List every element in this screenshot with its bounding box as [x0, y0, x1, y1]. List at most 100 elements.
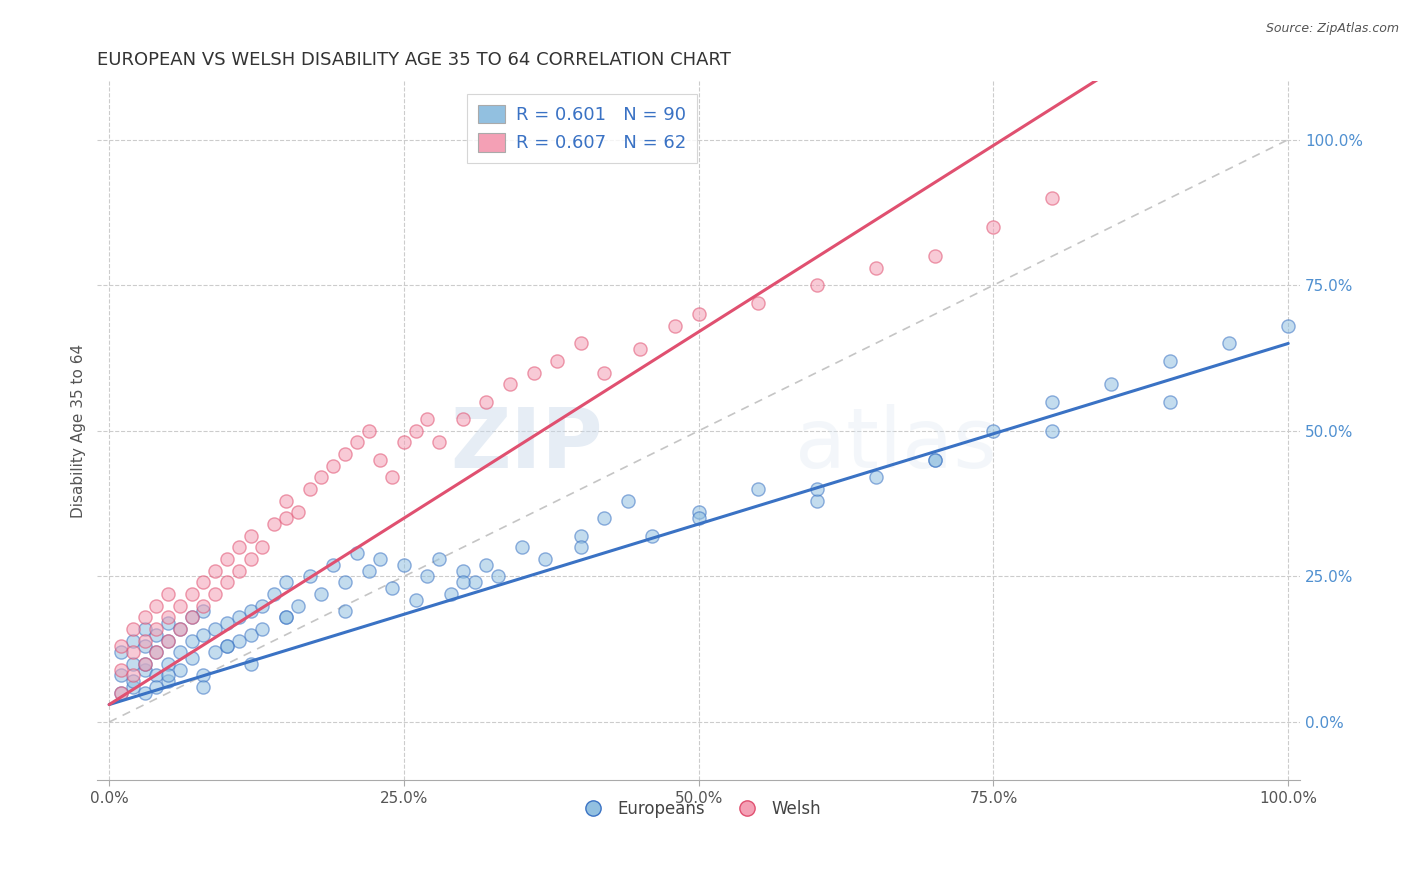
- Point: [311, 470, 333, 484]
- Point: [215, 640, 238, 654]
- Point: [157, 657, 180, 671]
- Legend: Europeans, Welsh: Europeans, Welsh: [569, 793, 828, 824]
- Point: [499, 377, 522, 392]
- Point: [193, 575, 215, 590]
- Point: [180, 633, 202, 648]
- Point: [157, 633, 180, 648]
- Point: [134, 633, 156, 648]
- Point: [215, 640, 238, 654]
- Point: [392, 558, 415, 572]
- Point: [924, 249, 946, 263]
- Point: [145, 599, 167, 613]
- Point: [252, 622, 274, 636]
- Point: [427, 552, 450, 566]
- Point: [134, 657, 156, 671]
- Point: [405, 424, 427, 438]
- Point: [134, 663, 156, 677]
- Point: [204, 622, 226, 636]
- Point: [806, 493, 828, 508]
- Point: [688, 511, 710, 525]
- Point: [121, 645, 143, 659]
- Point: [593, 511, 616, 525]
- Point: [145, 645, 167, 659]
- Point: [169, 622, 191, 636]
- Point: [357, 564, 380, 578]
- Point: [569, 336, 592, 351]
- Point: [204, 645, 226, 659]
- Point: [370, 552, 392, 566]
- Point: [1277, 318, 1299, 333]
- Point: [215, 552, 238, 566]
- Point: [346, 435, 368, 450]
- Point: [157, 587, 180, 601]
- Point: [228, 541, 250, 555]
- Point: [169, 622, 191, 636]
- Point: [1042, 191, 1064, 205]
- Point: [121, 657, 143, 671]
- Point: [274, 511, 297, 525]
- Point: [346, 546, 368, 560]
- Point: [239, 552, 262, 566]
- Point: [110, 686, 132, 700]
- Point: [298, 569, 321, 583]
- Point: [121, 622, 143, 636]
- Point: [747, 482, 769, 496]
- Point: [392, 435, 415, 450]
- Y-axis label: Disability Age 35 to 64: Disability Age 35 to 64: [72, 343, 86, 518]
- Point: [121, 674, 143, 689]
- Point: [322, 558, 344, 572]
- Point: [534, 552, 557, 566]
- Point: [451, 412, 474, 426]
- Point: [1159, 394, 1181, 409]
- Point: [274, 610, 297, 624]
- Point: [1159, 354, 1181, 368]
- Point: [1042, 424, 1064, 438]
- Point: [546, 354, 568, 368]
- Point: [1042, 394, 1064, 409]
- Point: [440, 587, 463, 601]
- Point: [311, 587, 333, 601]
- Point: [475, 394, 498, 409]
- Point: [287, 505, 309, 519]
- Point: [228, 610, 250, 624]
- Point: [193, 599, 215, 613]
- Text: Source: ZipAtlas.com: Source: ZipAtlas.com: [1265, 22, 1399, 36]
- Point: [145, 622, 167, 636]
- Point: [169, 663, 191, 677]
- Point: [416, 569, 439, 583]
- Point: [1099, 377, 1122, 392]
- Point: [274, 610, 297, 624]
- Point: [523, 366, 546, 380]
- Point: [193, 628, 215, 642]
- Point: [865, 470, 887, 484]
- Point: [228, 633, 250, 648]
- Point: [427, 435, 450, 450]
- Point: [157, 610, 180, 624]
- Point: [747, 295, 769, 310]
- Point: [263, 587, 285, 601]
- Point: [451, 575, 474, 590]
- Point: [239, 604, 262, 618]
- Point: [806, 482, 828, 496]
- Point: [157, 668, 180, 682]
- Point: [134, 657, 156, 671]
- Point: [110, 686, 132, 700]
- Point: [983, 424, 1005, 438]
- Point: [416, 412, 439, 426]
- Point: [134, 622, 156, 636]
- Point: [169, 645, 191, 659]
- Point: [110, 663, 132, 677]
- Point: [145, 668, 167, 682]
- Point: [228, 564, 250, 578]
- Point: [145, 645, 167, 659]
- Point: [1218, 336, 1240, 351]
- Point: [134, 610, 156, 624]
- Point: [180, 610, 202, 624]
- Point: [381, 581, 404, 595]
- Point: [464, 575, 486, 590]
- Point: [640, 529, 662, 543]
- Text: ZIP: ZIP: [450, 404, 603, 485]
- Point: [252, 599, 274, 613]
- Point: [215, 615, 238, 630]
- Point: [193, 680, 215, 694]
